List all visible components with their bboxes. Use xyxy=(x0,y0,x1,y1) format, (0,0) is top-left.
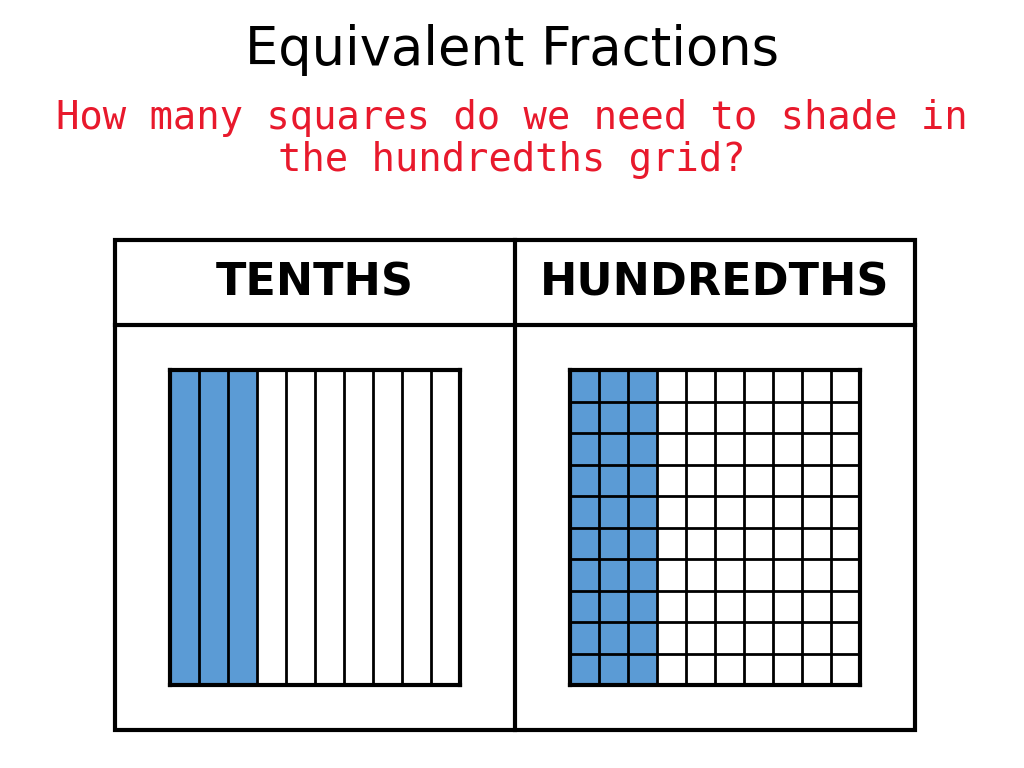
Text: the hundredths grid?: the hundredths grid? xyxy=(279,141,745,179)
Bar xyxy=(570,591,599,622)
Bar xyxy=(628,433,657,465)
Bar xyxy=(599,496,628,528)
Bar xyxy=(570,433,599,465)
Bar xyxy=(599,528,628,559)
Bar xyxy=(628,622,657,654)
Text: Equivalent Fractions: Equivalent Fractions xyxy=(245,24,779,76)
Bar xyxy=(599,402,628,433)
Bar xyxy=(228,370,257,685)
Bar xyxy=(570,496,599,528)
Text: HUNDREDTHS: HUNDREDTHS xyxy=(541,261,890,304)
Bar xyxy=(570,654,599,685)
Bar xyxy=(628,465,657,496)
Bar xyxy=(170,370,199,685)
Bar xyxy=(599,591,628,622)
Bar xyxy=(628,591,657,622)
Bar xyxy=(599,622,628,654)
Bar xyxy=(570,559,599,591)
Bar xyxy=(628,559,657,591)
Bar xyxy=(599,559,628,591)
Text: How many squares do we need to shade in: How many squares do we need to shade in xyxy=(56,99,968,137)
Bar xyxy=(628,496,657,528)
Bar xyxy=(199,370,228,685)
Bar xyxy=(599,370,628,402)
Bar xyxy=(628,370,657,402)
Bar xyxy=(570,465,599,496)
Bar xyxy=(599,465,628,496)
Bar xyxy=(599,433,628,465)
Bar xyxy=(570,622,599,654)
Bar xyxy=(570,528,599,559)
Bar xyxy=(570,370,599,402)
Text: TENTHS: TENTHS xyxy=(216,261,414,304)
Bar xyxy=(570,402,599,433)
Bar xyxy=(628,654,657,685)
Bar xyxy=(628,528,657,559)
Bar xyxy=(115,240,915,730)
Bar xyxy=(599,654,628,685)
Bar xyxy=(628,402,657,433)
